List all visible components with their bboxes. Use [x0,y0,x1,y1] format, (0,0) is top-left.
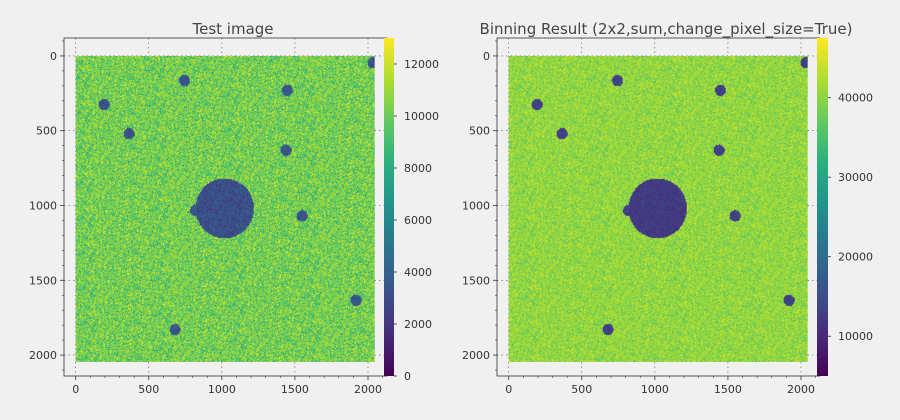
colorbar-tick-label: 40000 [838,92,873,105]
y-axis: 0 500 1000 1500 2000 [462,40,497,371]
y-tick-label: 1000 [29,200,57,213]
heatmap-image [75,55,375,362]
x-tick-label: 500 [571,383,592,396]
colorbar-tick-label: 0 [404,370,411,383]
x-tick-label: 1000 [208,383,236,396]
y-axis: 0 500 1000 1500 2000 [29,40,64,371]
x-tick-label: 500 [138,383,159,396]
colorbar-tick-label: 4000 [404,266,432,279]
test-image-panel: Test image 0 500 1000 1500 2000 0 500 1000 1500… [29,20,439,396]
y-tick-label: 0 [483,50,490,63]
heatmap-raster [75,55,375,362]
y-tick-label: 500 [36,125,57,138]
colorbar-tick-label: 10000 [404,110,439,123]
x-axis: 0 500 1000 1500 2000 [72,376,383,396]
panel-title: Test image [191,20,273,38]
colorbar-tick-label: 2000 [404,318,432,331]
colorbar-tick-label: 8000 [404,162,432,175]
heatmap-raster [508,55,808,362]
colorbar-tick-label: 20000 [838,251,873,264]
heatmap-image [508,55,808,362]
colorbar-tick-label: 10000 [838,330,873,343]
x-tick-label: 0 [72,383,79,396]
panel-title: Binning Result (2x2,sum,change_pixel_siz… [480,20,853,39]
y-tick-label: 500 [469,125,490,138]
colorbar-tick-label: 6000 [404,214,432,227]
binning-result-panel: Binning Result (2x2,sum,change_pixel_siz… [462,20,873,396]
y-tick-label: 1500 [29,274,57,287]
x-tick-label: 1000 [641,383,669,396]
y-tick-label: 1000 [462,200,490,213]
colorbar-gradient [817,38,828,376]
y-tick-label: 2000 [462,349,490,362]
y-tick-label: 2000 [29,349,57,362]
x-axis: 0 500 1000 1500 2000 [505,376,816,396]
colorbar-gradient [384,38,394,376]
x-tick-label: 2000 [354,383,382,396]
x-tick-label: 2000 [787,383,815,396]
colorbar: 0 2000 4000 6000 8000 10000 12000 [384,38,439,383]
colorbar: 10000 20000 30000 40000 [817,38,873,376]
x-tick-label: 1500 [281,383,309,396]
x-tick-label: 0 [505,383,512,396]
colorbar-tick-label: 12000 [404,58,439,71]
colorbar-tick-label: 30000 [838,171,873,184]
y-tick-label: 1500 [462,274,490,287]
x-tick-label: 1500 [714,383,742,396]
y-tick-label: 0 [50,50,57,63]
